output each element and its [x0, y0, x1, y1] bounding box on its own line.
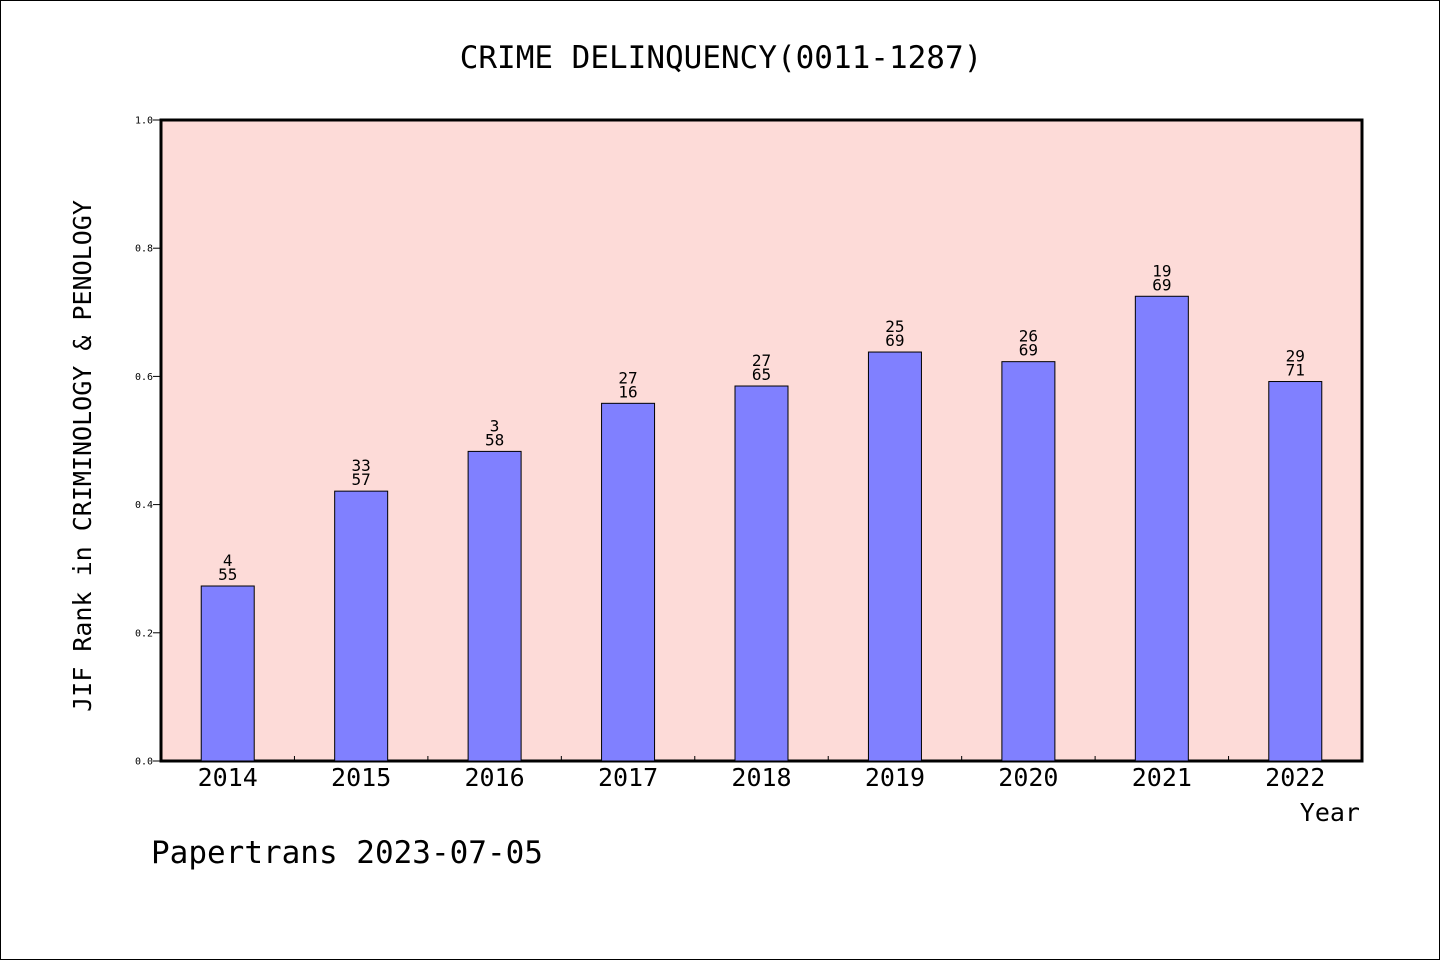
y-tick-label: 0.8: [135, 244, 153, 255]
y-tick-label: 0.2: [135, 628, 153, 639]
bar-label-rank: 19: [1152, 261, 1171, 280]
x-axis-label: Year: [1300, 798, 1360, 827]
x-tick-label: 2014: [198, 763, 258, 792]
x-tick-label: 2021: [1132, 763, 1192, 792]
x-axis: 2014 2015 2016 2017 2018 2019 2020 2021 2022: [198, 756, 1325, 792]
chart-title: CRIME DELINQUENCY(0011-1287): [460, 40, 983, 76]
bar-label-rank: 26: [1019, 327, 1038, 346]
bar-2022: [1268, 381, 1323, 762]
bar-label-total: 69: [885, 331, 904, 350]
bar-label-rank: 4: [223, 551, 233, 570]
x-tick-label: 2019: [865, 763, 925, 792]
bar-label-total: 69: [1019, 341, 1038, 360]
bar-label-total: 57: [352, 470, 371, 489]
bar-2020: [1001, 361, 1056, 762]
bar-label-total: 58: [485, 430, 504, 449]
bar-2021: [1134, 295, 1189, 762]
bar-label-rank: 27: [618, 368, 637, 387]
bar-2019: [867, 351, 922, 762]
x-tick-label: 2015: [331, 763, 391, 792]
x-tick-label: 2022: [1265, 763, 1325, 792]
x-tick-label: 2016: [465, 763, 525, 792]
bar-label-rank: 27: [752, 351, 771, 370]
y-axis-label: JIF Rank in CRIMINOLOGY & PENOLOGY: [68, 200, 97, 712]
bar-2016: [467, 450, 522, 762]
bar-label-rank: 29: [1286, 347, 1305, 366]
bar-label-rank: 25: [885, 317, 904, 336]
bar-label-total: 69: [1152, 275, 1171, 294]
bars: [200, 295, 1323, 762]
x-tick-label: 2018: [731, 763, 791, 792]
x-tick-label: 2020: [998, 763, 1058, 792]
bar-2018: [734, 385, 789, 762]
bar-label-total: 71: [1286, 361, 1305, 380]
y-tick-label: 0.6: [135, 372, 153, 383]
bar-2015: [334, 490, 389, 762]
bar-2017: [601, 402, 656, 762]
bar-label-total: 55: [218, 565, 237, 584]
bar-2014: [200, 585, 255, 762]
bar-label-total: 65: [752, 365, 771, 384]
footer-source: Papertrans 2023-07-05: [151, 835, 543, 871]
y-axis: 0.0 0.2 0.4 0.6 0.8 1.0: [135, 116, 161, 768]
bar-label-rank: 3: [490, 416, 500, 435]
y-tick-label: 1.0: [135, 116, 153, 127]
x-tick-label: 2017: [598, 763, 658, 792]
bar-label-rank: 33: [352, 456, 371, 475]
y-tick-label: 0.0: [135, 757, 153, 768]
bar-label-total: 16: [618, 382, 637, 401]
y-tick-label: 0.4: [135, 500, 153, 511]
